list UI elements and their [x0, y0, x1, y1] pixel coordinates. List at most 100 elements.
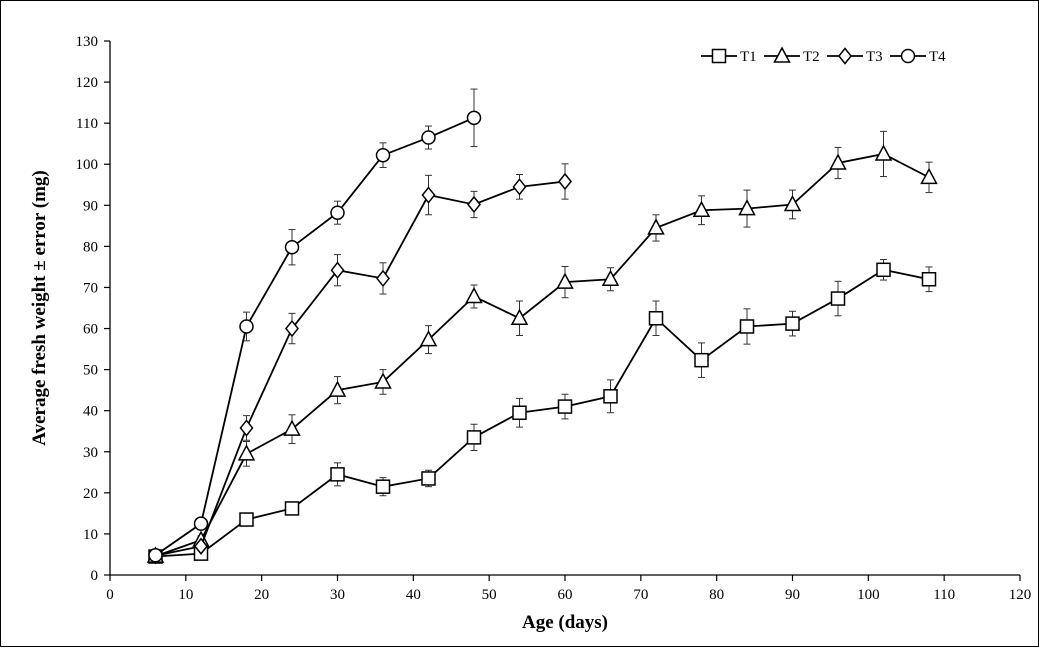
point-t4	[330, 205, 345, 220]
legend-marker-t1	[711, 48, 727, 64]
point-t2	[465, 286, 483, 304]
point-t1	[785, 316, 800, 331]
point-t2	[374, 372, 392, 389]
point-t1	[876, 262, 891, 278]
axes	[109, 41, 1020, 576]
legend-item-t4: T4	[890, 48, 946, 65]
point-t3	[239, 419, 254, 437]
y-tick-label: 30	[83, 445, 98, 461]
legend-item-t2: T2	[764, 46, 820, 65]
y-tick-label: 110	[76, 116, 98, 132]
point-t1	[648, 311, 664, 326]
series-t4	[148, 88, 482, 563]
point-t3	[467, 195, 481, 214]
point-t2	[419, 330, 438, 347]
legend-marker-t3	[838, 47, 852, 65]
legend-label-t1: T1	[740, 49, 757, 65]
point-t3	[512, 178, 527, 196]
y-ticks: 0 10 20 30 40 50 60 70 80 90 100 110 120 130	[76, 34, 110, 584]
legend-label-t4: T4	[929, 49, 946, 65]
point-t1	[739, 319, 755, 334]
point-t1	[375, 479, 391, 494]
point-t2	[237, 444, 256, 461]
point-t1	[694, 352, 709, 368]
point-t2	[283, 419, 301, 436]
x-tick-label: 10	[178, 587, 193, 603]
y-tick-label: 100	[76, 157, 99, 173]
point-t3	[330, 261, 345, 279]
y-tick-label: 90	[83, 198, 98, 214]
point-t1	[284, 501, 300, 516]
legend: T1 T2 T3 T4	[701, 46, 946, 65]
x-tick-label: 120	[1009, 587, 1032, 603]
x-tick-label: 100	[857, 587, 880, 603]
y-tick-label: 80	[83, 239, 98, 255]
y-tick-label: 130	[76, 34, 99, 50]
legend-label-t3: T3	[866, 49, 883, 65]
y-tick-label: 10	[83, 527, 98, 543]
x-tick-label: 80	[709, 587, 724, 603]
series-t2	[146, 130, 938, 563]
point-t4	[421, 130, 436, 145]
point-t4	[148, 548, 163, 563]
point-t1	[421, 471, 436, 486]
point-t2	[738, 199, 756, 216]
y-tick-label: 70	[83, 280, 98, 296]
legend-label-t2: T2	[803, 49, 820, 65]
point-t2	[920, 167, 938, 185]
point-t1	[921, 271, 937, 287]
y-tick-label: 20	[83, 486, 98, 502]
x-tick-label: 110	[933, 587, 955, 603]
point-t2	[647, 218, 665, 235]
point-t4	[284, 239, 300, 255]
point-t4	[239, 319, 254, 334]
point-t2	[692, 200, 711, 217]
series-t1	[148, 259, 937, 564]
point-t3	[558, 172, 572, 191]
y-tick-label: 120	[76, 75, 99, 91]
series-line-t3	[155, 180, 566, 557]
point-t2	[601, 269, 620, 286]
point-t2	[556, 272, 574, 289]
legend-marker-t2	[773, 46, 791, 63]
point-t2	[328, 380, 347, 397]
y-tick-label: 40	[83, 404, 98, 420]
point-t1	[557, 399, 573, 414]
point-t1	[466, 430, 482, 445]
x-tick-label: 40	[406, 587, 421, 603]
legend-item-t1: T1	[701, 48, 757, 65]
x-tick-label: 70	[633, 587, 648, 603]
series-line-t4	[154, 116, 475, 557]
y-tick-label: 0	[91, 568, 99, 584]
legend-marker-t4	[900, 48, 916, 64]
point-t4	[466, 110, 482, 126]
point-t4	[193, 516, 209, 531]
x-tick-label: 90	[785, 587, 800, 603]
legend-item-t3: T3	[827, 47, 883, 65]
series-layer	[146, 88, 938, 565]
x-tick-label: 30	[330, 587, 345, 603]
point-t2	[783, 194, 802, 212]
y-tick-label: 60	[83, 322, 98, 338]
point-t2	[510, 308, 529, 326]
x-tick-label: 60	[558, 587, 573, 603]
x-tick-label: 0	[106, 587, 114, 603]
point-t2	[874, 144, 893, 161]
point-t3	[421, 186, 436, 204]
point-t2	[829, 153, 847, 170]
point-t1	[512, 405, 527, 420]
point-t1	[830, 291, 846, 306]
point-t3	[194, 537, 208, 555]
point-t1	[239, 512, 254, 527]
series-line-t1	[155, 268, 930, 558]
point-t1	[603, 389, 618, 404]
x-axis-title: Age (days)	[522, 612, 608, 633]
point-t4	[375, 147, 391, 163]
x-tick-label: 20	[254, 587, 269, 603]
x-tick-label: 50	[482, 587, 497, 603]
series-t3	[148, 163, 572, 565]
point-t3	[376, 269, 390, 288]
series-line-t2	[155, 153, 930, 557]
